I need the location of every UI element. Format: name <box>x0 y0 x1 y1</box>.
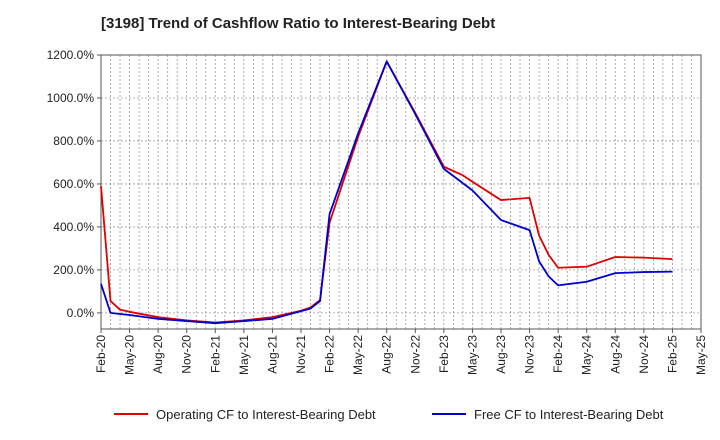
x-tick-label: Nov-22 <box>408 335 422 374</box>
x-tick-label: Aug-24 <box>608 335 622 374</box>
y-tick-label: 1200.0% <box>47 48 95 62</box>
y-tick-label: 400.0% <box>53 220 94 234</box>
y-tick-label: 0.0% <box>67 306 95 320</box>
x-tick-label: Feb-24 <box>551 335 565 373</box>
x-tick-label: Feb-21 <box>208 335 222 373</box>
x-tick-label: Nov-20 <box>180 335 194 374</box>
x-tick-label: Nov-23 <box>523 335 537 374</box>
x-tick-label: Nov-24 <box>637 335 651 374</box>
y-tick-label: 200.0% <box>53 263 94 277</box>
x-tick-label: May-20 <box>123 335 137 375</box>
series-line-free-cf <box>100 60 673 325</box>
x-tick-label: Aug-22 <box>380 335 394 374</box>
x-tick-label: May-24 <box>580 335 594 375</box>
y-tick-label: 1000.0% <box>47 91 95 105</box>
x-tick-label: Aug-21 <box>265 335 279 374</box>
y-tick-label: 600.0% <box>53 177 94 191</box>
x-tick-label: Feb-25 <box>665 335 679 373</box>
y-tick-label: 800.0% <box>53 134 94 148</box>
x-tick-label: Feb-23 <box>437 335 451 373</box>
x-tick-label: May-22 <box>351 335 365 375</box>
x-tick-label: May-23 <box>465 335 479 375</box>
chart-title: [3198] Trend of Cashflow Ratio to Intere… <box>101 15 496 32</box>
legend-label: Operating CF to Interest-Bearing Debt <box>156 407 376 422</box>
x-tick-label: May-25 <box>694 335 708 375</box>
plot-frame <box>100 54 702 330</box>
legend-label: Free CF to Interest-Bearing Debt <box>474 407 664 422</box>
x-tick-label: Feb-20 <box>94 335 108 373</box>
x-tick-label: May-21 <box>237 335 251 375</box>
x-tick-label: Feb-22 <box>323 335 337 373</box>
x-tick-label: Nov-21 <box>294 335 308 374</box>
x-tick-label: Aug-20 <box>151 335 165 374</box>
x-tick-label: Aug-23 <box>494 335 508 374</box>
